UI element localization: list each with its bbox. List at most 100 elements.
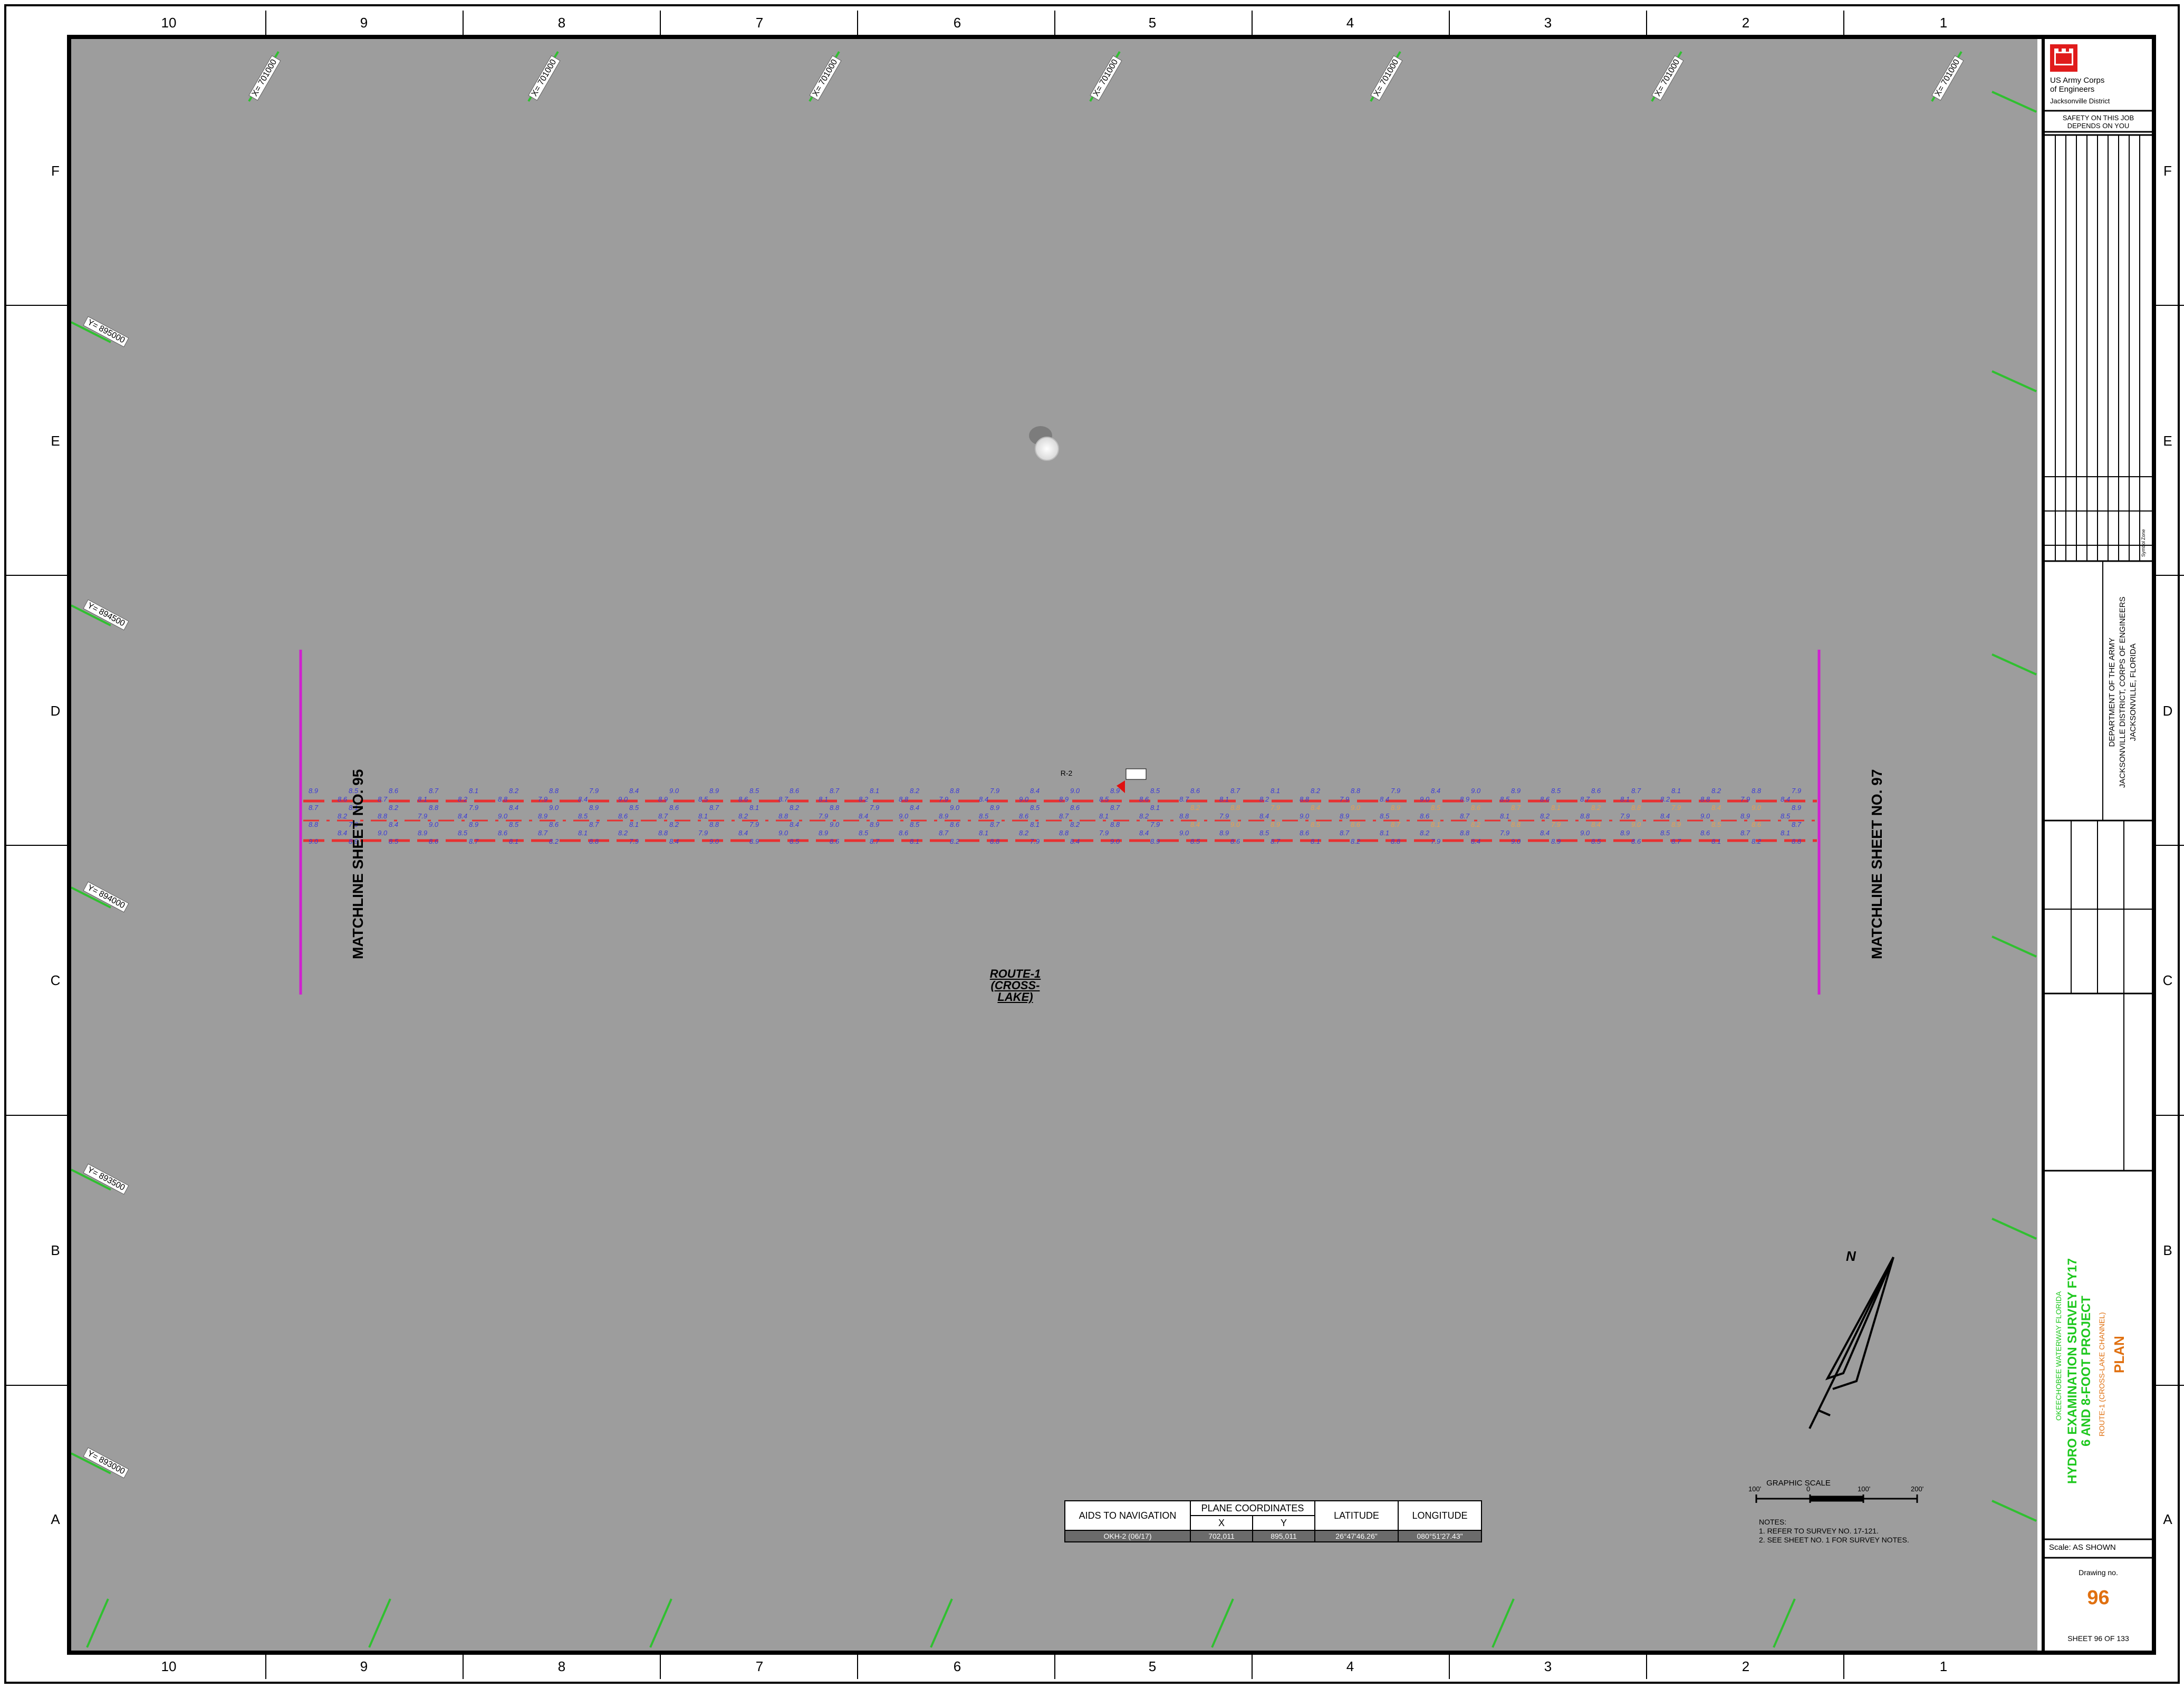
sounding-value: 8.6 [899,829,909,837]
sounding-value: 8.4 [790,821,799,828]
sounding-value: 8.9 [1150,837,1160,845]
sounding-value: 8.9 [538,812,547,820]
safety-line: DEPENDS ON YOU [2067,122,2130,130]
project-location: OKEECHOBEE WATERWAY FLORIDA [2054,1291,2063,1421]
sounding-value: 8.9 [939,812,948,820]
sounding-value: 8.7 [830,787,840,795]
sounding-value: 9.0 [429,821,439,828]
sounding-value: 9.0 [709,837,719,845]
sounding-value: 8.1 [1099,812,1109,820]
sounding-value: 8.9 [658,795,668,803]
sounding-value: 7.9 [1671,804,1681,812]
sounding-value: 7.9 [870,804,879,812]
grid-tick [71,1452,111,1474]
sounding-value: 7.9 [1150,821,1160,828]
sounding-value: 9.0 [498,812,508,820]
sounding-value: 8.4 [1591,821,1601,828]
sounding-value: 8.1 [1620,795,1630,803]
sounding-value: 8.7 [589,821,599,828]
sounding-value: 8.7 [538,829,548,837]
sounding-value: 8.5 [698,795,708,803]
sounding-value: 8.9 [1792,804,1801,812]
sounding-value: 8.9 [469,821,478,828]
zone-number: 4 [1346,15,1354,31]
sounding-value: 8.7 [1179,795,1189,803]
zone-divider [857,1655,858,1679]
zone-letter: F [51,163,60,179]
sounding-value: 8.7 [469,837,479,845]
sounding-value: 8.8 [549,787,559,795]
sounding-value: 8.1 [1500,812,1509,820]
zone-divider [1449,11,1450,35]
zone-number: 8 [557,1658,566,1674]
sounding-value: 8.6 [1019,812,1029,820]
sounding-value: 8.1 [870,787,879,795]
sounding-value: 8.2 [1591,804,1601,812]
sounding-value: 8.1 [1030,821,1040,828]
title-block-lines [2045,110,2152,1559]
sounding-value: 8.2 [738,812,748,820]
usace-castle-logo [2050,44,2077,72]
zone-divider [6,845,67,846]
scale-title: GRAPHIC SCALE [1766,1479,1831,1488]
sounding-value: 8.5 [1259,829,1269,837]
zone-letter: A [51,1511,60,1527]
grid-tick [1991,91,2037,113]
sounding-value: 8.6 [498,829,508,837]
zone-number: 1 [1939,15,1948,31]
sounding-value: 7.9 [1792,787,1801,795]
sounding-value: 8.8 [1179,812,1189,820]
zone-number: 6 [953,1658,961,1674]
zone-divider [463,11,464,35]
zone-number: 3 [1544,15,1552,31]
sounding-value: 7.9 [939,795,948,803]
sounding-value: 8.4 [1540,829,1550,837]
sounding-value: 8.5 [1380,812,1390,820]
sounding-value: 8.4 [578,795,588,803]
sounding-value: 8.9 [309,787,318,795]
north-label: N [1846,1248,1856,1264]
sounding-value: 8.1 [1311,837,1320,845]
zone-divider [6,305,67,306]
buoy-icon [1035,437,1059,461]
table-row: OKH-2 (06/17) 702,011 895,011 26°47'46.2… [1064,1530,1482,1542]
sounding-value: 8.1 [349,804,358,812]
table-subheader: X [1190,1515,1253,1531]
sounding-value: 7.9 [1740,795,1750,803]
sounding-value: 9.0 [549,804,559,812]
sounding-value: 9.0 [1511,837,1521,845]
sounding-value: 8.8 [1059,829,1069,837]
sounding-value: 8.2 [389,804,399,812]
table-cell: 702,011 [1190,1530,1253,1542]
sounding-value: 8.6 [1190,787,1200,795]
scale-tick-label: 0 [1806,1485,1811,1493]
sounding-value: 9.0 [1179,829,1189,837]
sounding-value: 8.6 [1752,821,1762,828]
sounding-value: 8.7 [870,837,880,845]
scale-tick-label: 100' [1858,1485,1871,1493]
note-item: 2. SEE SHEET NO. 1 FOR SURVEY NOTES. [1759,1536,1909,1544]
sounding-value: 7.9 [819,812,828,820]
sounding-value: 8.2 [618,829,628,837]
scale-tick-label: 200' [1911,1485,1924,1493]
sounding-value: 8.6 [1351,821,1361,828]
sounding-value: 8.2 [1019,829,1029,837]
sounding-value: 8.2 [1540,812,1550,820]
sounding-value: 9.0 [1700,812,1710,820]
sounding-value: 8.4 [389,821,398,828]
aerial-background: 8.9 8.7 8.8 9.0 8.6 8.2 8.4 8.5 8.1 7.9 8.9 8.7 8.8 9… [71,39,2037,1651]
sounding-value: 7.9 [629,837,639,845]
department-line: JACKSONVILLE DISTRICT, CORPS OF ENGINEER… [2118,596,2127,788]
sounding-value: 8.5 [629,804,639,812]
sounding-value: 8.8 [709,821,719,828]
zone-divider [2156,305,2184,306]
sounding-value: 8.6 [1591,787,1601,795]
project-title-line: 6 AND 8-FOOT PROJECT [2079,1296,2093,1446]
sheet-number: SHEET 96 OF 133 [2067,1634,2129,1643]
zone-divider [1843,11,1844,35]
sounding-value: 8.7 [1631,787,1641,795]
sounding-value: 9.0 [1300,812,1310,820]
sounding-value: 8.8 [498,795,508,803]
revision-symbol-label: Symbol [2141,541,2146,557]
grid-tick [1991,653,2037,676]
